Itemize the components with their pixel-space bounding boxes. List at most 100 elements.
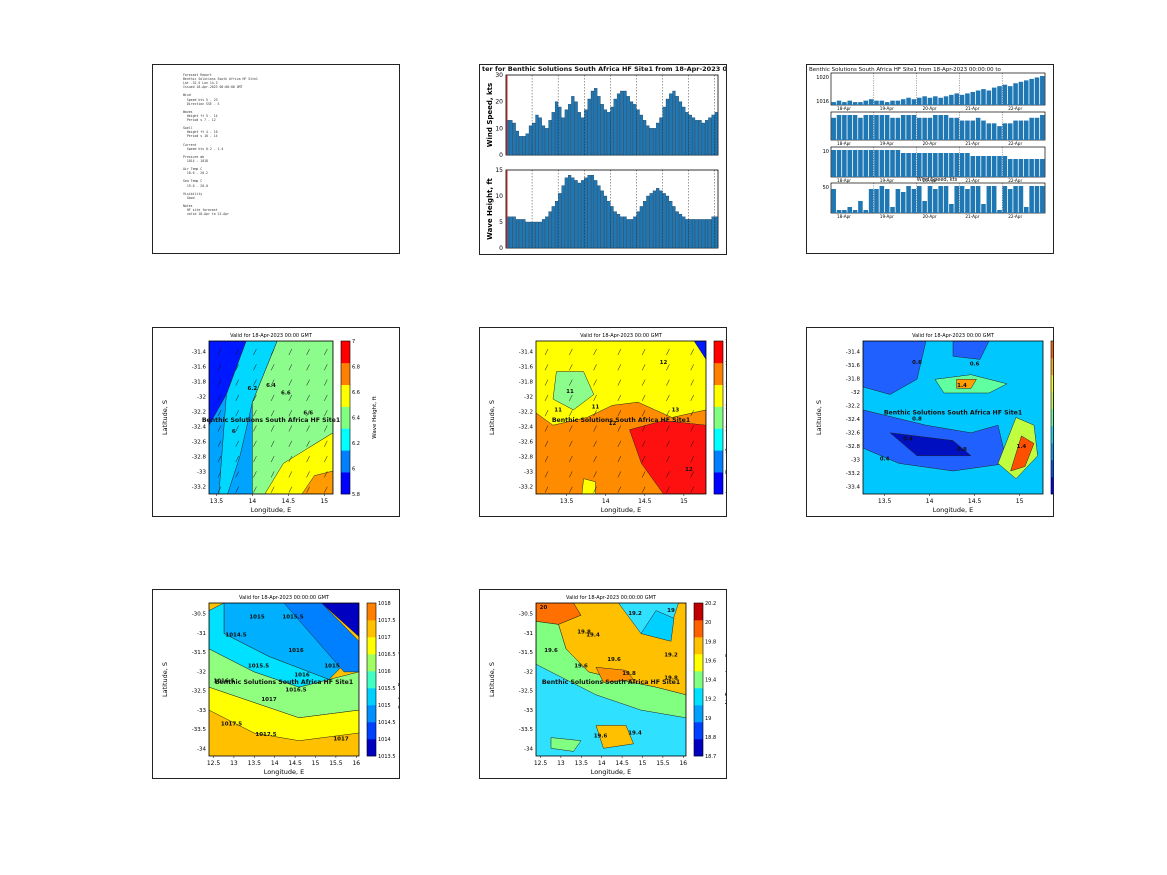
bar xyxy=(646,195,650,249)
bar xyxy=(711,114,715,156)
colorbar-frame xyxy=(693,602,704,757)
x-tick-label: 14.5 xyxy=(282,498,296,505)
y-tick-label: -34 xyxy=(197,746,206,752)
bar xyxy=(895,189,901,213)
arrow xyxy=(569,348,573,356)
bar xyxy=(587,98,591,156)
arrow xyxy=(270,455,275,463)
y-tick-label: 10 xyxy=(495,125,503,132)
colorbar-tick-label: 14 xyxy=(725,339,727,345)
bar xyxy=(895,100,901,105)
bar xyxy=(1024,159,1029,177)
colorbar-tick-label: 18.8 xyxy=(705,735,716,741)
report-panel: Forecast Report Benthic Solutions South … xyxy=(152,64,400,254)
bar xyxy=(1013,159,1018,177)
bar xyxy=(847,100,852,105)
arrow xyxy=(235,379,239,386)
bar xyxy=(691,219,696,249)
arrow xyxy=(569,471,573,478)
arrow xyxy=(666,394,670,402)
bar xyxy=(1018,81,1024,105)
bar xyxy=(1018,120,1024,140)
bar xyxy=(1007,123,1013,140)
arrow xyxy=(690,471,694,478)
arrow xyxy=(617,364,622,371)
bar xyxy=(1002,84,1008,105)
bar xyxy=(900,115,906,140)
arrow xyxy=(324,425,328,432)
bar xyxy=(548,211,552,249)
x-tick-label: 12.5 xyxy=(534,760,548,767)
contour-label: 0.8 xyxy=(912,417,922,423)
arrow xyxy=(569,455,573,463)
bar xyxy=(659,190,663,249)
bar xyxy=(610,106,614,156)
colorbar-swatch xyxy=(714,362,723,386)
y-tick-label: -33 xyxy=(197,708,206,714)
multi-bar-panel: Benthic Solutions South Africa HF Site1 … xyxy=(806,64,1054,254)
bar xyxy=(933,96,938,105)
contour-label: 1017 xyxy=(333,737,348,743)
colorbar-tick-label: 19.4 xyxy=(705,678,716,684)
arrow xyxy=(270,394,275,402)
colorbar-swatch xyxy=(367,603,376,621)
bar xyxy=(616,93,621,156)
bar xyxy=(991,186,997,213)
arrow xyxy=(217,425,222,432)
contour-label: 1017.5 xyxy=(221,721,242,727)
date-label: 21-Apr xyxy=(965,214,979,219)
bar xyxy=(949,117,954,140)
y-tick-label: -33.2 xyxy=(519,484,533,490)
colorbar-swatch xyxy=(694,739,703,757)
bar xyxy=(858,102,863,105)
bar xyxy=(1002,123,1008,140)
pressure-map-panel: Valid for 18-Apr-2023 00:00:00 GMT 1015 10… xyxy=(152,589,400,779)
bar xyxy=(532,122,536,156)
bar xyxy=(711,216,715,249)
bar xyxy=(623,216,627,249)
x-axis-label: Longitude, E xyxy=(601,506,642,514)
arrow xyxy=(288,348,293,356)
wind-speed-map-panel: Valid for 18-Apr-2023 00:00 GMT 11 12 11 12 1… xyxy=(479,327,727,517)
arrow xyxy=(270,364,275,371)
arrow xyxy=(593,394,597,402)
date-label: 22-Apr xyxy=(1008,214,1022,219)
bar xyxy=(884,102,890,105)
arrow xyxy=(270,425,275,432)
arrow xyxy=(690,455,694,463)
arrow xyxy=(666,348,670,356)
arrow xyxy=(641,425,646,432)
colorbar-swatch xyxy=(341,384,350,407)
map-title: Valid for 18-Apr-2023 00:00 GMT xyxy=(580,333,663,339)
bar xyxy=(842,150,847,177)
date-label: 18-Apr xyxy=(837,106,851,111)
bar xyxy=(665,98,670,156)
colorbar-swatch xyxy=(694,603,703,621)
colorbar-swatch xyxy=(1051,341,1053,359)
date-label: 22-Apr xyxy=(1008,141,1022,146)
contour-label: 13 xyxy=(672,407,680,413)
bar xyxy=(965,120,970,140)
colorbar-frame xyxy=(366,602,377,757)
x-tick-label: 13 xyxy=(230,760,238,767)
bar xyxy=(571,177,575,249)
bar xyxy=(701,219,705,249)
arrow xyxy=(217,486,222,493)
colorbar-tick-label: 20.2 xyxy=(705,601,716,607)
bar xyxy=(879,115,885,140)
pressure-map: Valid for 18-Apr-2023 00:00:00 GMT 1015 10… xyxy=(161,595,399,776)
bar xyxy=(852,150,858,177)
colorbar-tick-label: 8 xyxy=(725,470,727,476)
bar xyxy=(970,91,976,105)
date-label: 21-Apr xyxy=(965,141,979,146)
bar xyxy=(895,117,901,140)
arrow xyxy=(544,486,549,493)
bar-row-3: 50 18-Apr 19-Apr 20-Apr 21-Apr 22-Apr xyxy=(823,182,1046,219)
arrow xyxy=(593,486,597,493)
row-frame xyxy=(830,111,1046,141)
colorbar-tick-label: 7 xyxy=(725,492,727,498)
bar xyxy=(991,156,997,177)
arrow xyxy=(593,364,597,371)
colorbar-swatch xyxy=(1051,392,1053,410)
